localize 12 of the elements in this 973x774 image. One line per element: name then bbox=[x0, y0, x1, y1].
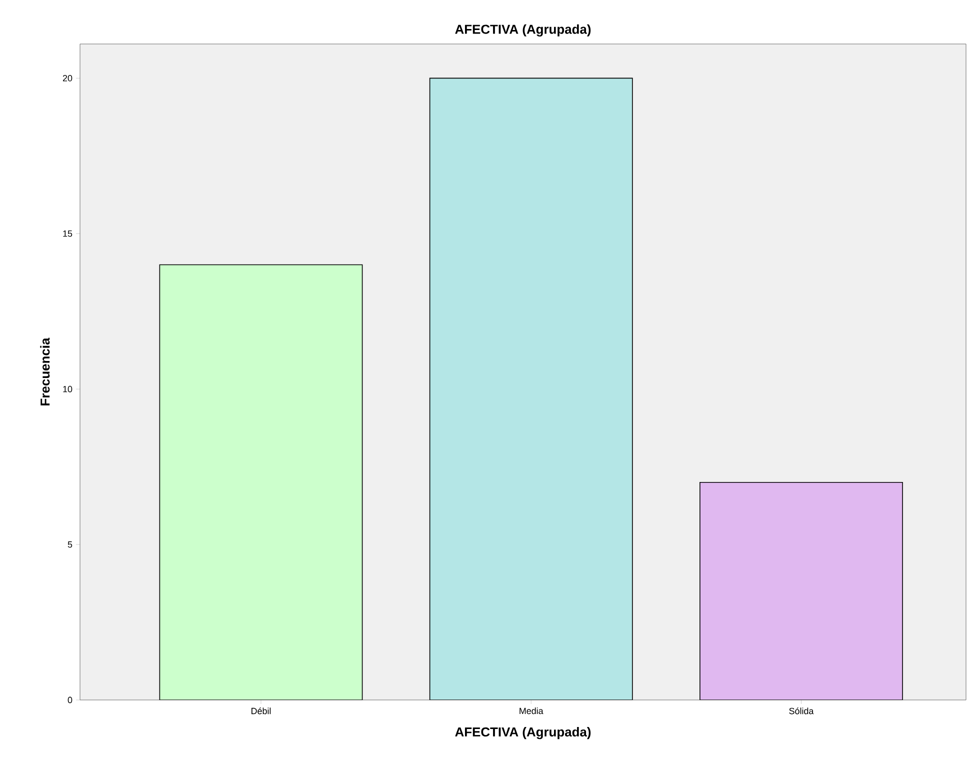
bar bbox=[159, 264, 363, 700]
y-tick-label: 10 bbox=[63, 386, 72, 392]
y-tick-label: 5 bbox=[68, 541, 72, 548]
y-axis-title: Frecuencia bbox=[40, 338, 50, 406]
x-tick-label: Media bbox=[520, 708, 544, 714]
y-tick-label: 20 bbox=[62, 75, 72, 82]
chart-title: AFECTIVA (Agrupada) bbox=[455, 24, 591, 36]
y-tick-label: 0 bbox=[68, 696, 72, 704]
x-tick-label: Sólida bbox=[789, 707, 814, 714]
x-axis-title: AFECTIVA (Agrupada) bbox=[455, 727, 591, 740]
x-tick-label: Débil bbox=[252, 707, 271, 714]
y-tick-label: 15 bbox=[63, 230, 72, 237]
